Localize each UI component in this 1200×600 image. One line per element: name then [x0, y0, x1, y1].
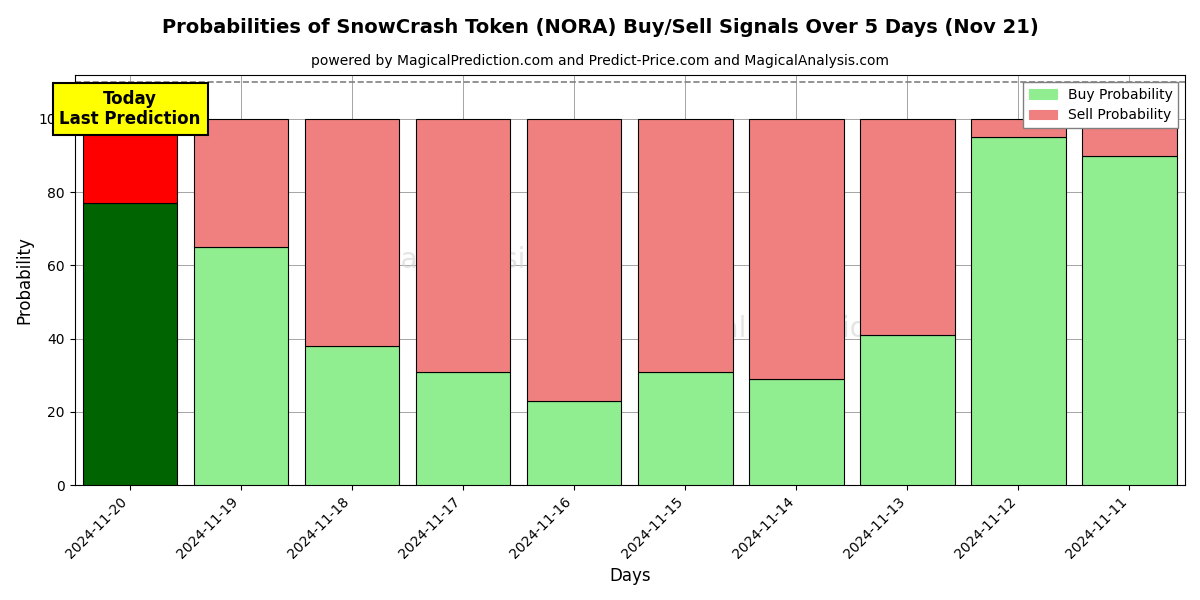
Bar	[638, 371, 732, 485]
Bar	[194, 247, 288, 485]
Bar	[416, 371, 510, 485]
Bar	[749, 119, 844, 379]
Bar	[83, 119, 178, 203]
Bar	[416, 119, 510, 371]
Bar	[1082, 119, 1177, 155]
Bar	[638, 119, 732, 371]
X-axis label: Days: Days	[610, 567, 650, 585]
Bar	[1082, 155, 1177, 485]
Text: MagicalPrediction.com: MagicalPrediction.com	[640, 315, 953, 343]
Y-axis label: Probability: Probability	[16, 236, 34, 324]
Bar	[83, 203, 178, 485]
Bar	[527, 401, 622, 485]
Text: MagicalAnalysis.com: MagicalAnalysis.com	[319, 245, 607, 274]
Bar	[860, 119, 955, 335]
Bar	[194, 119, 288, 247]
Bar	[860, 335, 955, 485]
Bar	[305, 346, 400, 485]
Text: Today
Last Prediction: Today Last Prediction	[60, 89, 200, 128]
Bar	[749, 379, 844, 485]
Bar	[971, 137, 1066, 485]
Legend: Buy Probability, Sell Probability: Buy Probability, Sell Probability	[1024, 82, 1178, 128]
Bar	[305, 119, 400, 346]
Bar	[527, 119, 622, 401]
Text: Probabilities of SnowCrash Token (NORA) Buy/Sell Signals Over 5 Days (Nov 21): Probabilities of SnowCrash Token (NORA) …	[162, 18, 1038, 37]
Text: powered by MagicalPrediction.com and Predict-Price.com and MagicalAnalysis.com: powered by MagicalPrediction.com and Pre…	[311, 54, 889, 68]
Bar	[971, 119, 1066, 137]
